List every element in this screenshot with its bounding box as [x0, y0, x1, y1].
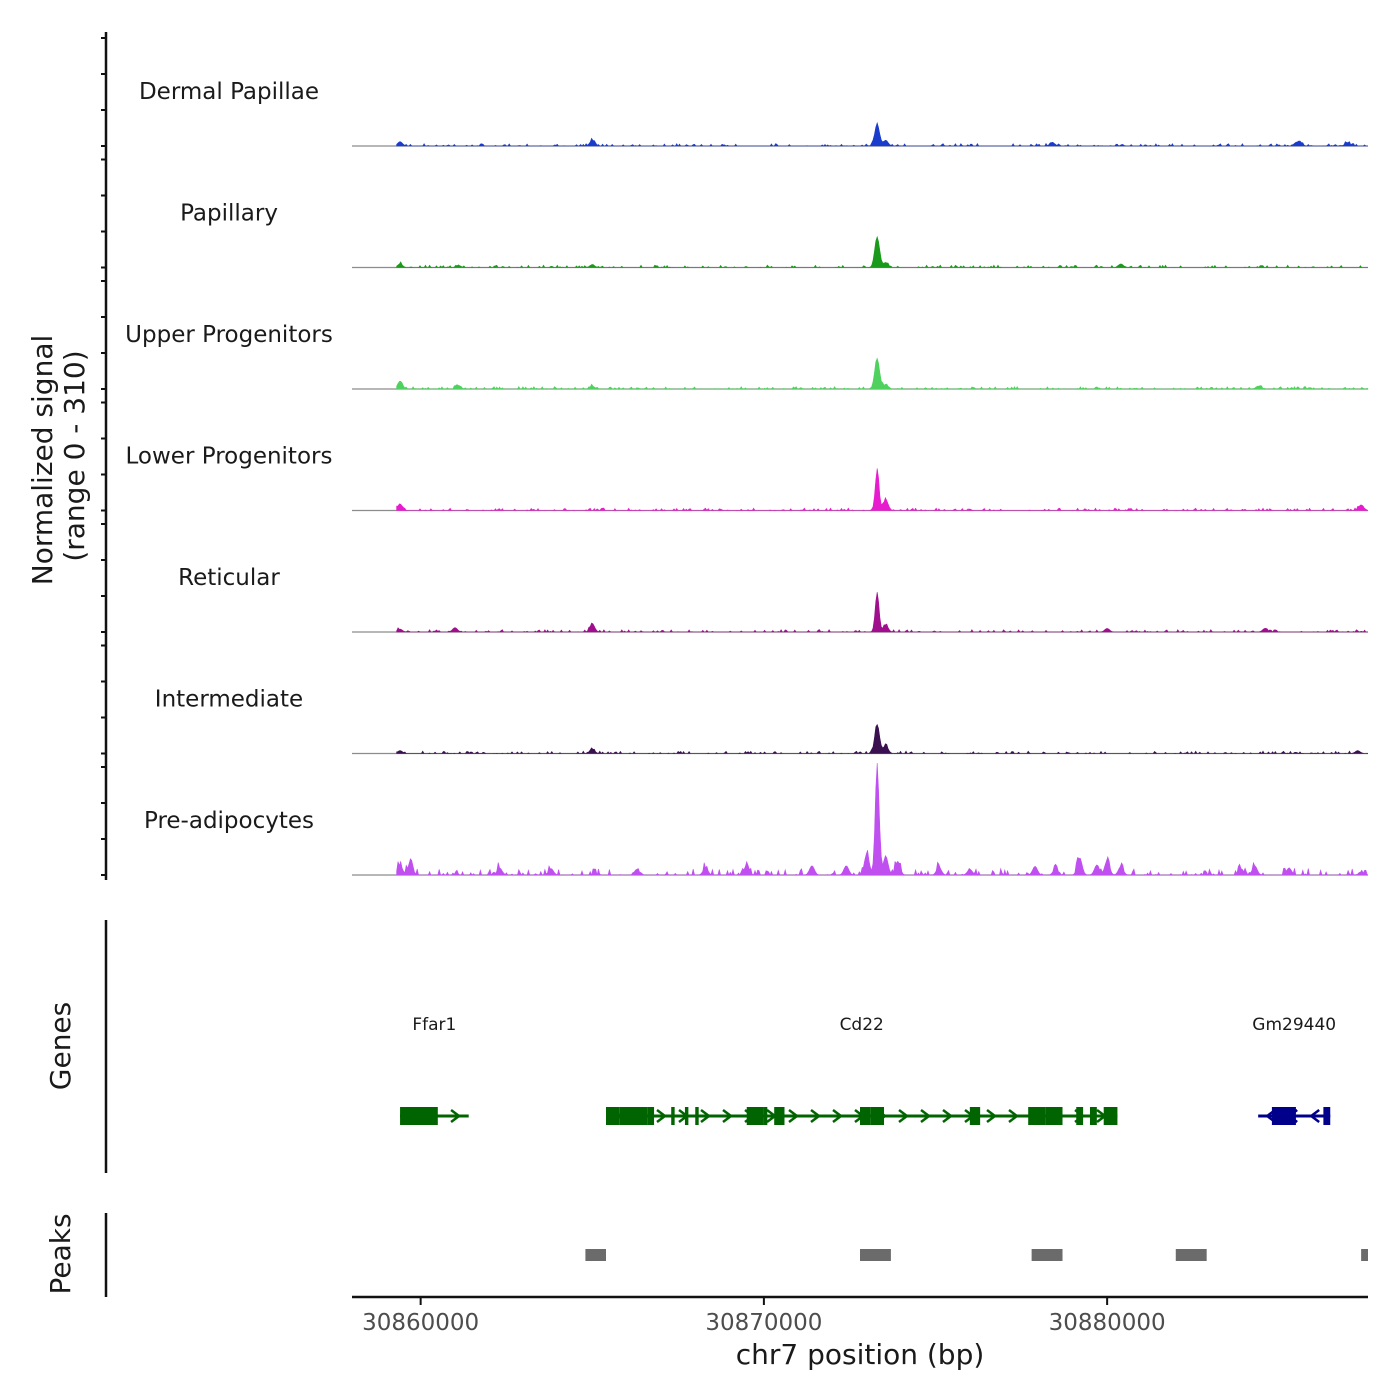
coverage-track-intermediate: Intermediate	[155, 687, 1369, 755]
gene-exon	[647, 1107, 655, 1125]
gene-ffar1: Ffar1	[400, 1015, 469, 1125]
strand-arrow	[876, 1109, 888, 1123]
strand-arrow	[700, 1109, 712, 1123]
coverage-area	[396, 468, 1369, 512]
strand-arrow	[986, 1109, 998, 1123]
coverage-area	[396, 723, 1369, 755]
coverage-track-dermal-papillae: Dermal Papillae	[139, 79, 1368, 147]
gene-exon	[860, 1107, 871, 1125]
gene-exon	[774, 1107, 785, 1125]
strand-arrow	[788, 1109, 800, 1123]
peak-region	[585, 1249, 606, 1261]
strand-arrow	[634, 1109, 646, 1123]
coverage-area	[396, 121, 1368, 147]
coverage-area	[396, 762, 1369, 877]
strand-arrow	[406, 1109, 418, 1123]
gene-exon	[1323, 1107, 1331, 1125]
coverage-track-reticular: Reticular	[178, 565, 1368, 633]
strand-arrow	[1309, 1109, 1320, 1123]
strand-arrow	[964, 1109, 976, 1123]
track-label: Lower Progenitors	[126, 444, 333, 470]
strand-arrow	[1096, 1109, 1108, 1123]
track-label: Intermediate	[155, 687, 303, 713]
strand-arrow	[854, 1109, 866, 1123]
gene-label: Gm29440	[1252, 1015, 1336, 1035]
strand-arrow	[920, 1109, 932, 1123]
x-tick-label: 30870000	[705, 1310, 822, 1336]
strand-arrow	[942, 1109, 954, 1123]
gene-cd22: Cd22	[606, 1015, 1118, 1125]
track-label: Upper Progenitors	[125, 322, 333, 348]
gene-exon	[1271, 1107, 1296, 1125]
peaks-track	[104, 1213, 1368, 1297]
strand-arrow	[810, 1109, 822, 1123]
strand-arrow	[1287, 1109, 1298, 1123]
strand-arrow	[1265, 1109, 1276, 1123]
coverage-track-papillary: Papillary	[180, 201, 1368, 269]
x-axis-title: chr7 position (bp)	[736, 1338, 985, 1371]
strand-arrow	[656, 1109, 668, 1123]
coverage-track-lower-progenitors: Lower Progenitors	[126, 444, 1369, 512]
strand-arrow	[450, 1109, 462, 1123]
gene-exon	[763, 1107, 768, 1125]
gene-exon	[1089, 1107, 1097, 1125]
x-axis: 30860000 30870000 30880000	[352, 1295, 1368, 1336]
x-tick-label: 30880000	[1049, 1310, 1166, 1336]
gene-exon	[400, 1107, 438, 1125]
gene-exon	[1028, 1107, 1046, 1125]
strand-arrow	[428, 1109, 440, 1123]
strand-arrow	[1008, 1109, 1020, 1123]
track-label: Papillary	[180, 201, 278, 227]
strand-arrow	[722, 1109, 734, 1123]
peak-region	[1175, 1249, 1207, 1261]
genes-track: Ffar1 Cd22 Gm29440	[104, 920, 1336, 1173]
y-axis-title-range: (range 0 - 310)	[58, 350, 91, 561]
gene-exon	[695, 1107, 699, 1125]
coverage-area	[396, 235, 1368, 269]
strand-arrow	[1030, 1109, 1042, 1123]
strand-arrow	[766, 1109, 778, 1123]
track-label: Dermal Papillae	[139, 79, 319, 105]
x-tick-label: 30860000	[362, 1310, 479, 1336]
gene-exon	[671, 1107, 675, 1125]
coverage-area	[396, 592, 1368, 633]
track-label: Reticular	[178, 565, 280, 591]
strand-arrow	[744, 1109, 756, 1123]
gene-exon	[606, 1107, 620, 1125]
gene-label: Ffar1	[412, 1015, 456, 1035]
gene-gm29440: Gm29440	[1252, 1015, 1336, 1125]
strand-arrow	[1052, 1109, 1064, 1123]
strand-arrow	[898, 1109, 910, 1123]
strand-arrow	[678, 1109, 690, 1123]
track-label: Pre-adipocytes	[144, 808, 314, 834]
gene-exon	[1076, 1107, 1084, 1125]
peak-region	[1031, 1249, 1063, 1261]
coverage-track-pre-adipocytes: Pre-adipocytes	[144, 762, 1369, 877]
gene-exon	[746, 1107, 764, 1125]
strand-arrow	[612, 1109, 624, 1123]
peak-region	[860, 1249, 891, 1261]
gene-exon	[1045, 1107, 1063, 1125]
coverage-track-upper-progenitors: Upper Progenitors	[125, 322, 1369, 390]
strand-arrow	[832, 1109, 844, 1123]
coverage-tracks: Dermal Papillae Papillary Upper Progenitor…	[101, 32, 1369, 880]
strand-arrow	[1074, 1109, 1086, 1123]
gene-exon	[619, 1107, 648, 1125]
gene-label: Cd22	[840, 1015, 884, 1035]
y-axis-title: Normalized signal	[26, 335, 59, 586]
peaks-track-label: Peaks	[44, 1213, 77, 1294]
gene-exon	[1103, 1107, 1118, 1125]
gene-exon	[870, 1107, 885, 1125]
coverage-area	[396, 357, 1369, 390]
genes-track-label: Genes	[44, 1002, 77, 1090]
peak-region	[1361, 1249, 1368, 1261]
